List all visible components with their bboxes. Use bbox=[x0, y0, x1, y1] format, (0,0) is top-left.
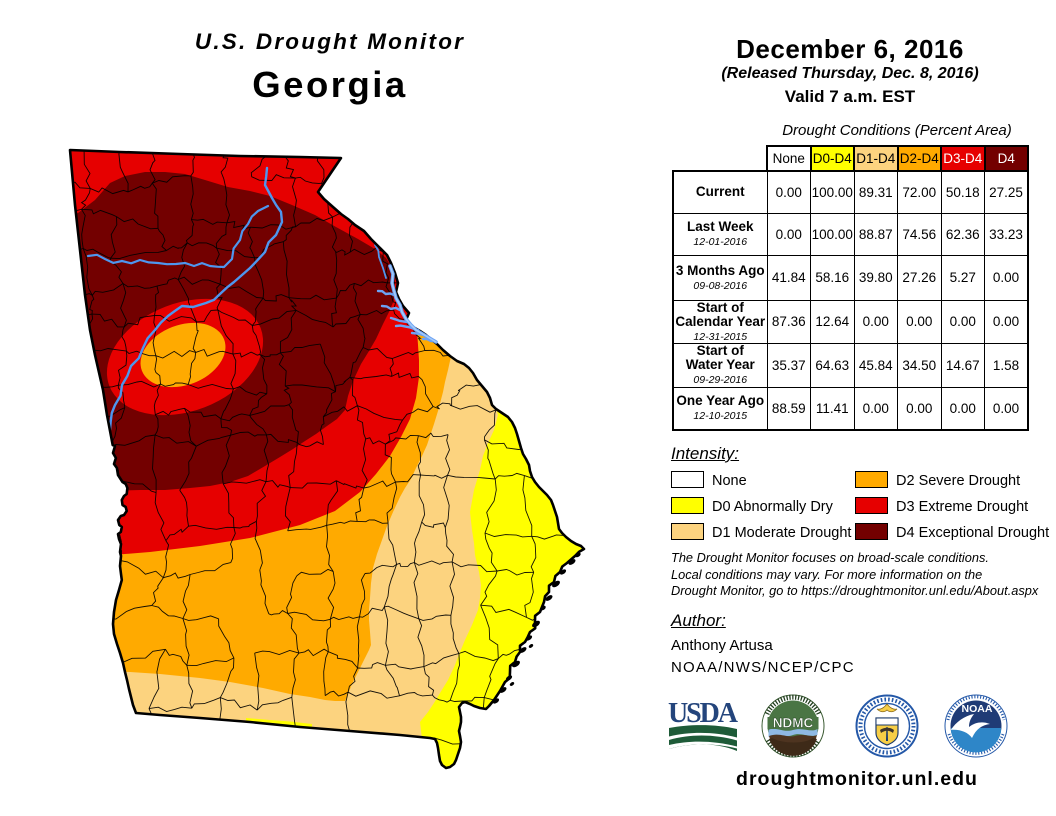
svg-text:USDA: USDA bbox=[668, 698, 738, 729]
svg-text:NDMC: NDMC bbox=[773, 716, 814, 731]
svg-text:NOAA: NOAA bbox=[962, 703, 993, 715]
